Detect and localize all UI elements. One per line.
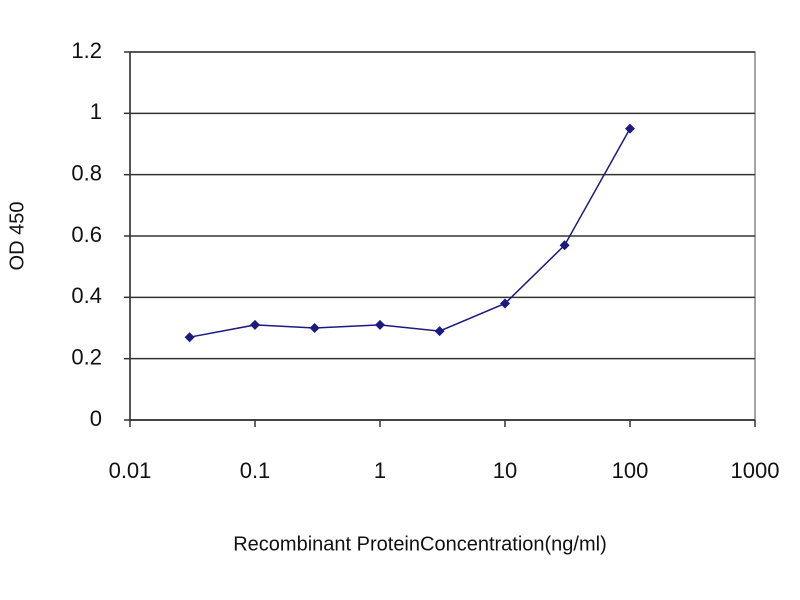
data-point [625, 123, 635, 134]
x-tick-label: 0.1 [240, 458, 271, 483]
x-tick-label: 1000 [731, 458, 780, 483]
data-point [559, 240, 570, 251]
y-tick-label: 0 [90, 406, 102, 431]
x-tick-label: 10 [493, 458, 517, 483]
y-tick-label: 0.2 [71, 344, 102, 369]
data-point [500, 298, 510, 309]
data-point [184, 332, 195, 343]
y-tick-label: 0.4 [71, 283, 102, 308]
y-tick-label: 1.2 [71, 38, 102, 63]
data-point [434, 326, 445, 337]
x-tick-label: 1 [374, 458, 386, 483]
data-point [250, 319, 260, 330]
y-tick-label: 0.8 [71, 160, 102, 185]
x-axis-label: Recombinant ProteinConcentration(ng/ml) [233, 533, 607, 555]
x-tick-label: 100 [612, 458, 649, 483]
x-tick-label: 0.01 [109, 458, 152, 483]
y-tick-label: 1 [90, 99, 102, 124]
data-point [309, 323, 320, 333]
y-tick-label: 0.6 [71, 222, 102, 247]
data-point [375, 319, 385, 330]
y-axis-label: OD 450 [6, 202, 28, 271]
data-line [189, 128, 631, 338]
